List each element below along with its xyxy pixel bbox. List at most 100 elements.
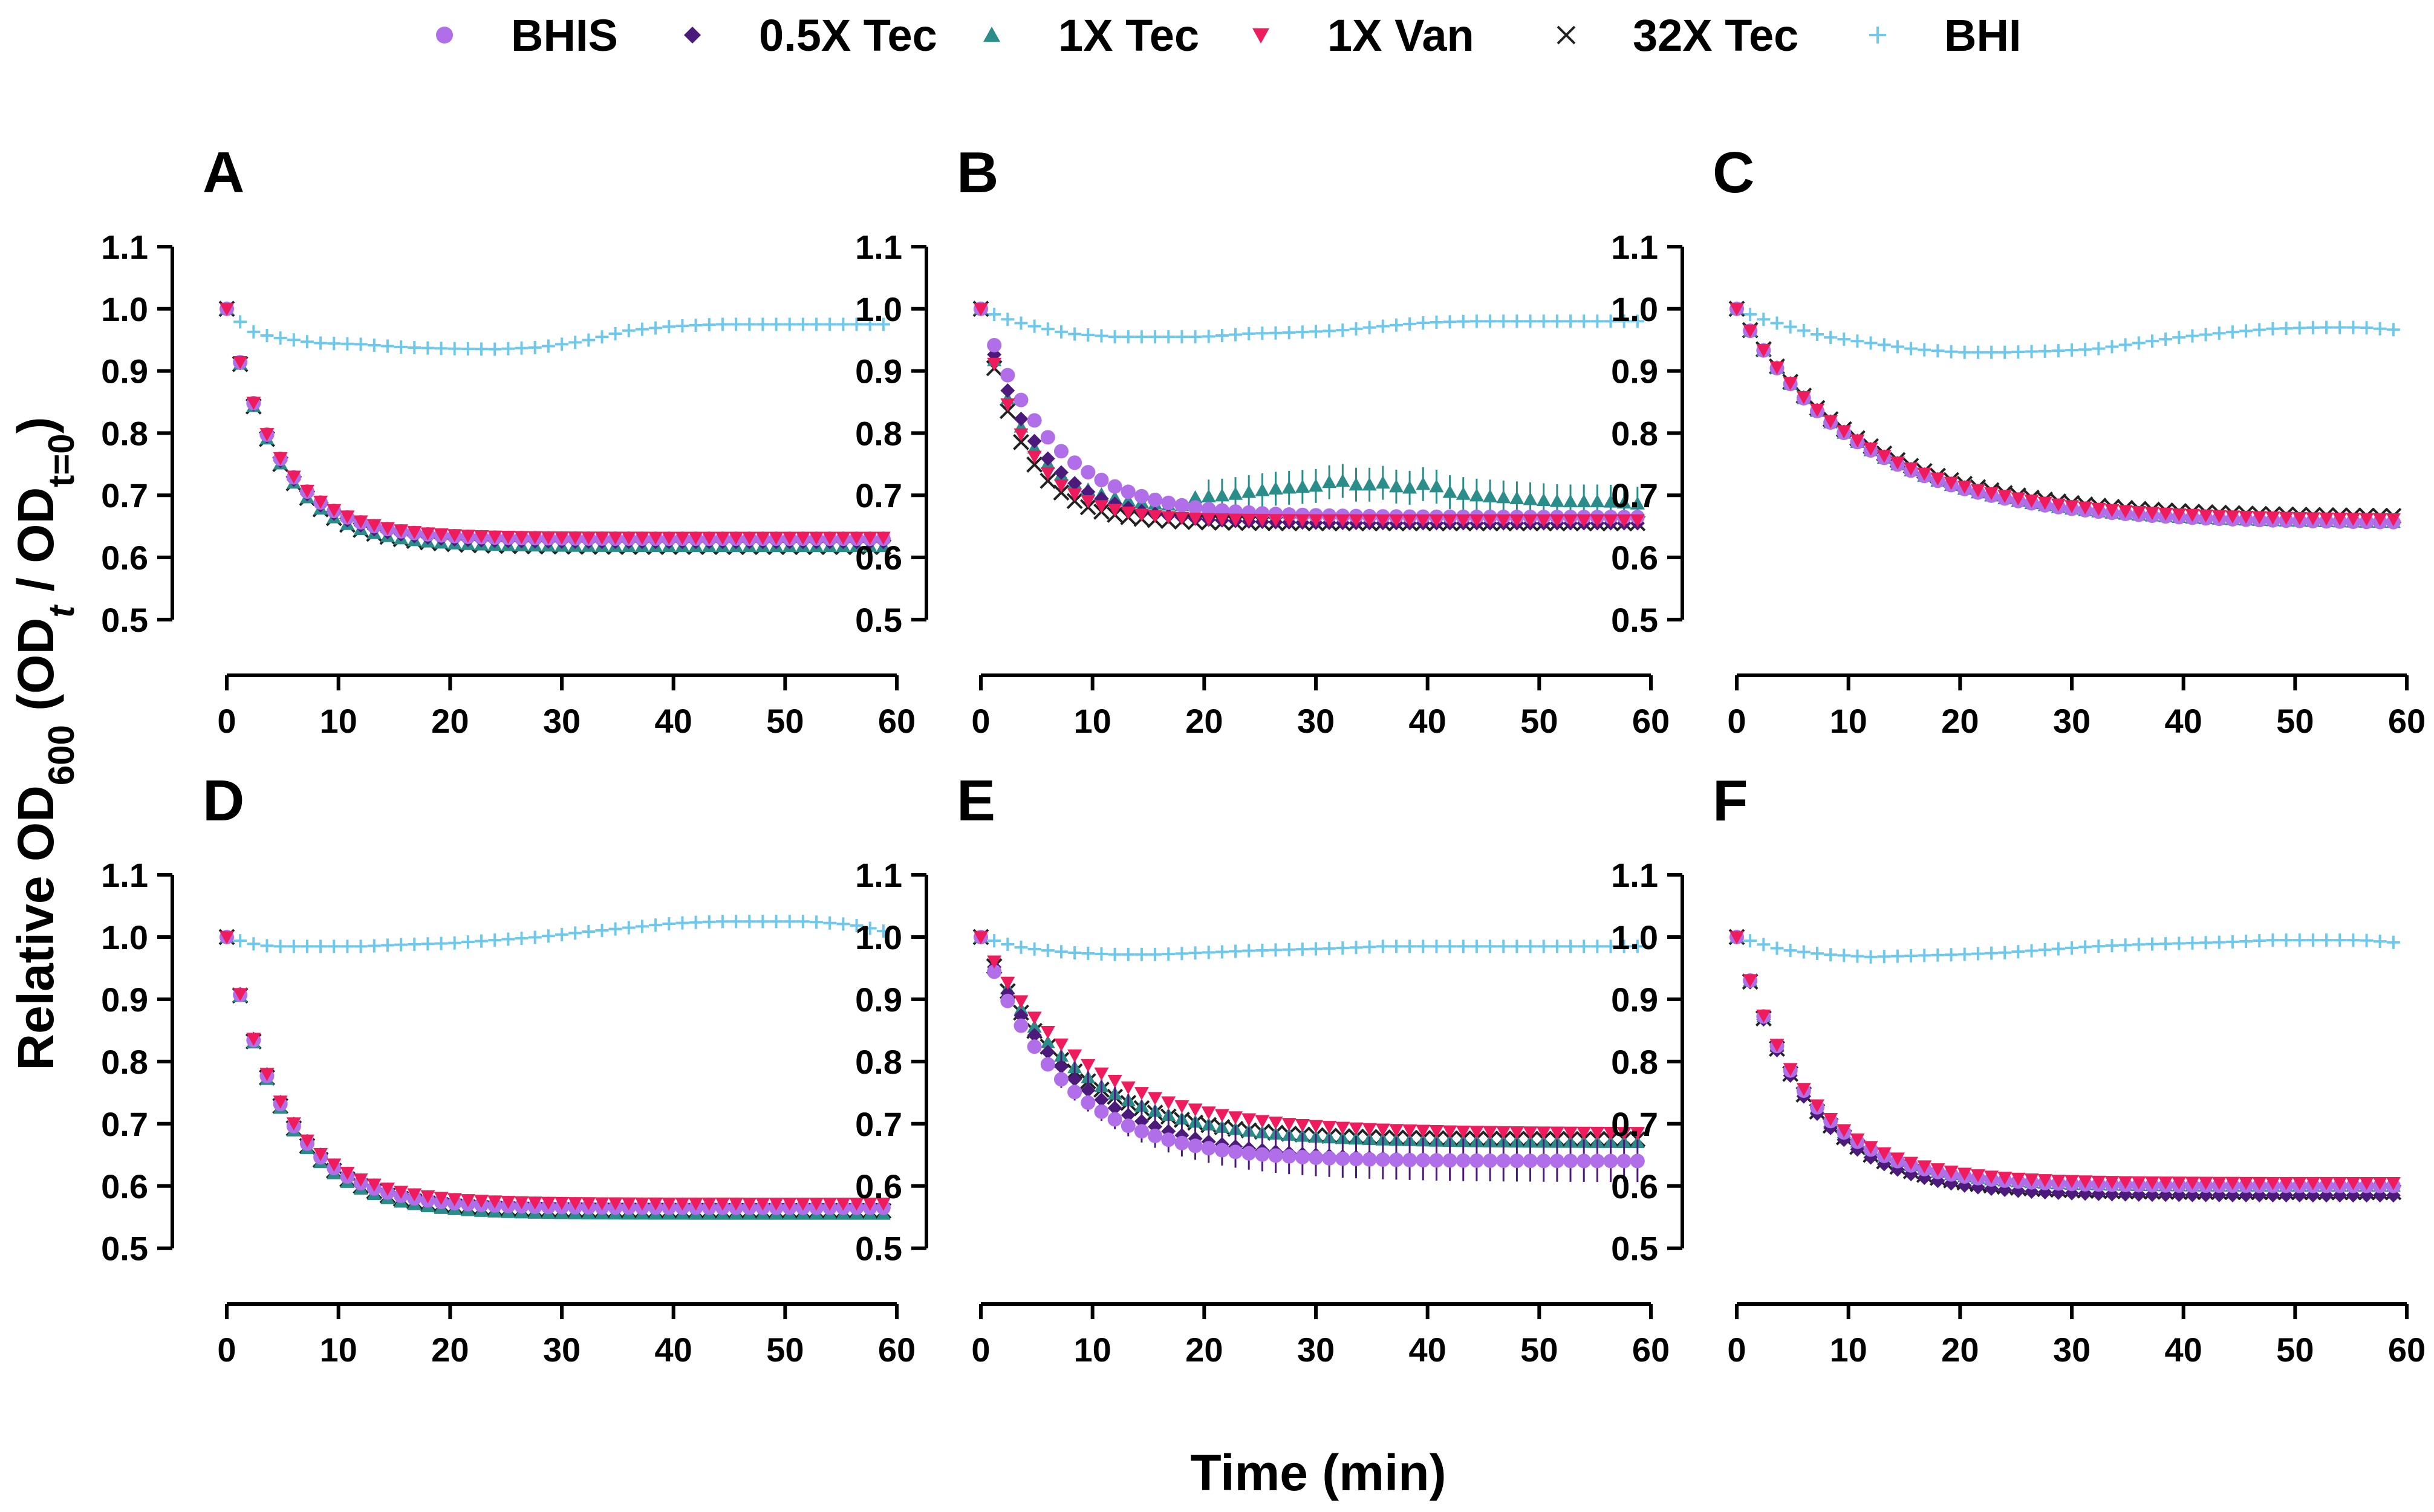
data-point — [1121, 1081, 1136, 1095]
data-point — [314, 939, 328, 953]
data-point — [1496, 1153, 1511, 1169]
data-point — [1536, 1153, 1551, 1169]
data-point — [595, 923, 609, 937]
data-point — [1577, 1153, 1592, 1169]
data-point — [421, 937, 435, 951]
data-point — [675, 319, 689, 333]
data-point — [1577, 1126, 1592, 1140]
data-point — [756, 317, 770, 331]
data-point — [675, 1197, 690, 1211]
series-1x-van — [1730, 931, 2401, 1190]
data-point — [1823, 415, 1838, 429]
data-point — [2265, 511, 2280, 525]
data-point — [2011, 492, 2026, 506]
x-tick-label: 50 — [1520, 1331, 1558, 1369]
data-point — [1469, 488, 1484, 502]
data-point — [1904, 342, 1918, 355]
data-point — [1188, 1138, 1203, 1153]
series-1x-tec — [1730, 929, 2401, 1192]
data-point — [1388, 1152, 1404, 1167]
data-point — [1134, 1114, 1149, 1129]
legend-entry-32x-tec: 32X Tec — [1557, 10, 1798, 60]
data-point — [987, 955, 1002, 969]
data-point — [1590, 514, 1605, 528]
data-point — [488, 342, 502, 356]
data-point — [1336, 323, 1350, 337]
data-point — [1241, 1113, 1257, 1127]
data-point — [2333, 933, 2347, 947]
data-point — [1335, 473, 1350, 487]
data-point — [220, 931, 234, 944]
data-point — [2145, 334, 2159, 348]
data-point — [1550, 939, 1564, 953]
data-point — [1388, 479, 1404, 493]
data-point — [1268, 481, 1283, 495]
data-point — [1162, 947, 1176, 961]
data-point — [1013, 433, 1029, 450]
data-point — [1081, 1059, 1096, 1072]
data-point — [2038, 943, 2052, 957]
data-point — [1094, 1092, 1109, 1108]
data-point — [2239, 324, 2253, 338]
data-point — [1402, 1152, 1417, 1167]
data-point — [850, 317, 864, 331]
data-point — [1309, 942, 1323, 956]
data-point — [1877, 338, 1891, 352]
x-tick-label: 60 — [2388, 1331, 2426, 1369]
data-point — [1469, 1153, 1484, 1168]
data-point — [2185, 936, 2199, 950]
data-point — [1174, 511, 1189, 525]
data-point — [1549, 1153, 1564, 1169]
data-point — [2332, 513, 2348, 526]
data-point — [1957, 1167, 1972, 1181]
data-point — [1809, 1099, 1824, 1113]
data-point — [675, 916, 689, 930]
data-point — [581, 1197, 596, 1210]
panel-label: C — [1713, 140, 1754, 205]
data-point — [2292, 321, 2306, 335]
data-point — [1336, 941, 1350, 955]
data-point — [1255, 514, 1270, 527]
data-point — [394, 938, 408, 952]
data-point — [2306, 933, 2320, 947]
y-tick-label: 0.6 — [1611, 539, 1658, 577]
data-point — [810, 915, 824, 929]
data-point — [1930, 472, 1945, 486]
y-tick-label: 0.9 — [1611, 352, 1658, 391]
data-point — [634, 1197, 649, 1211]
data-point — [487, 1195, 503, 1209]
data-point — [1081, 946, 1095, 960]
data-point — [1188, 490, 1203, 504]
data-point — [796, 915, 810, 929]
data-point — [247, 325, 261, 339]
data-point — [1309, 514, 1323, 528]
data-point — [1509, 491, 1525, 504]
data-point — [1590, 314, 1604, 328]
data-point — [1322, 475, 1337, 488]
data-point — [1067, 1072, 1082, 1087]
data-point — [635, 322, 649, 336]
data-point — [1188, 330, 1202, 344]
y-tick-label: 0.9 — [1611, 981, 1658, 1019]
data-point — [1985, 345, 1999, 359]
data-point — [1456, 1153, 1471, 1168]
data-point — [1416, 1124, 1431, 1138]
data-point — [1563, 1153, 1578, 1169]
legend-entry-1x-van: 1X Van — [1252, 10, 1474, 60]
x-tick-label: 10 — [1830, 1331, 1867, 1369]
data-point — [1053, 1072, 1069, 1087]
series-1x-tec — [220, 929, 891, 1220]
data-point — [2346, 513, 2361, 526]
data-point — [743, 317, 757, 331]
data-point — [2225, 1176, 2240, 1190]
data-point — [1403, 939, 1417, 953]
data-point — [2372, 1176, 2387, 1190]
data-point — [247, 937, 261, 951]
data-point — [1040, 430, 1055, 445]
x-tick-label: 30 — [543, 1331, 581, 1369]
data-point — [528, 340, 542, 354]
data-point — [447, 936, 461, 950]
data-point — [1985, 946, 1999, 960]
data-point — [2225, 510, 2240, 524]
x-tick-label: 0 — [1727, 1331, 1746, 1369]
